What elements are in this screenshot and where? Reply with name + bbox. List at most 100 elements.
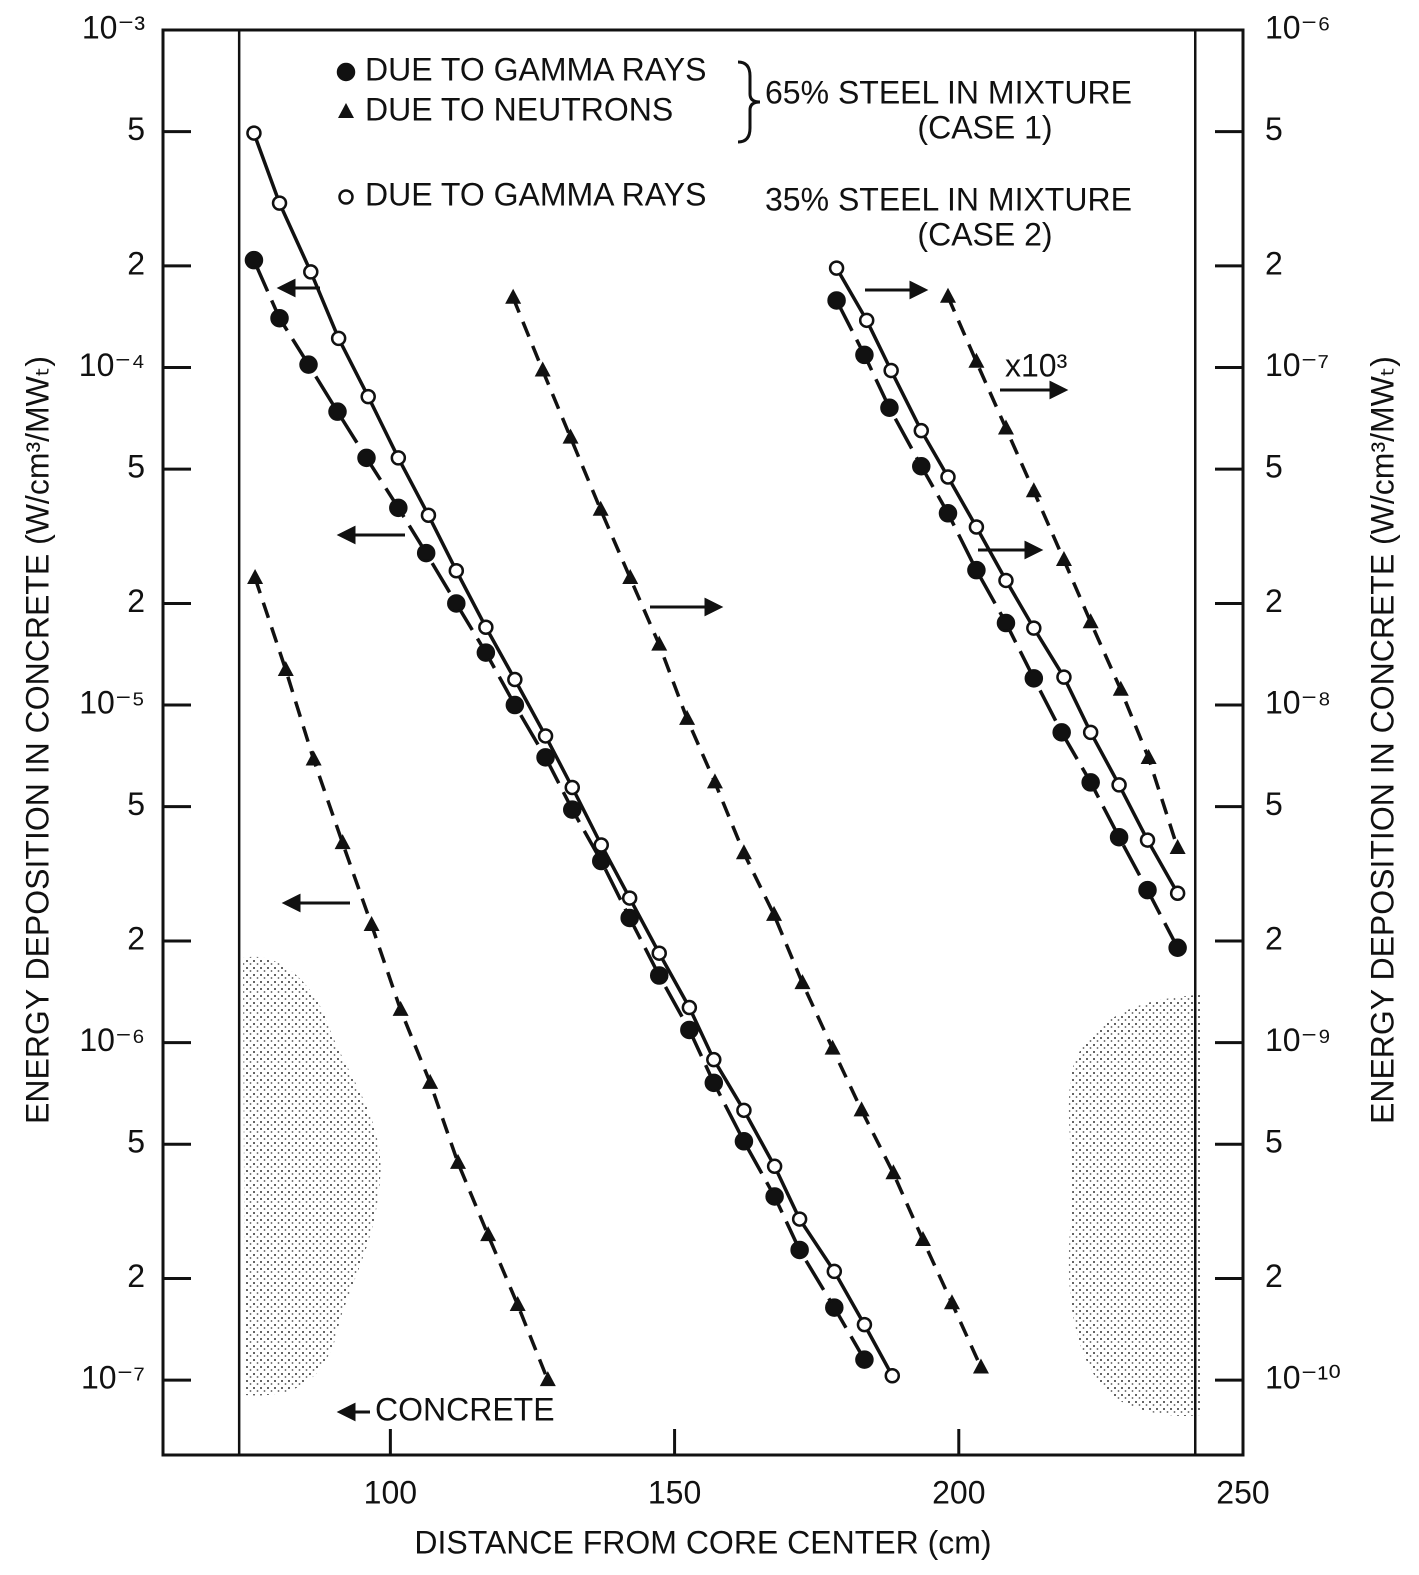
marker-triangle [853,1101,870,1117]
annotation: CONCRETE [375,1391,555,1427]
y-tick-label: 2 [127,583,145,619]
marker-open-circle [593,837,610,853]
marker-triangle [480,1226,497,1242]
y2-tick-label: 5 [1265,111,1283,147]
marker-open-circle [537,728,554,744]
x-tick-label: 100 [364,1474,417,1510]
legend-marker [338,103,354,118]
marker-filled-circle [827,291,846,310]
marker-triangle [735,844,752,860]
marker-triangle [885,1164,902,1180]
marker-triangle [392,1000,409,1016]
y2-tick-label: 5 [1265,449,1283,485]
legend-marker [336,62,356,82]
marker-filled-circle [505,695,525,715]
marker-open-circle [998,572,1014,589]
marker-open-circle [651,945,667,961]
marker-triangle [422,1073,439,1089]
marker-filled-circle [967,560,986,580]
marker-triangle [622,568,639,584]
marker-triangle [1140,748,1157,764]
legend-label: DUE TO GAMMA RAYS [365,51,706,87]
marker-filled-circle [416,543,436,563]
marker-open-circle [246,125,262,141]
marker-triangle [914,1231,931,1247]
legend-brace [737,60,761,144]
marker-triangle [766,905,783,921]
marker-triangle [1082,613,1099,629]
marker-filled-circle [704,1073,724,1093]
marker-triangle [334,834,351,850]
y2-tick-label: 10⁻⁸ [1265,685,1331,721]
y2-tick-label: 10⁻⁶ [1265,9,1331,45]
y-tick-label: 2 [127,245,145,281]
marker-open-circle [478,619,494,636]
marker-filled-circle [270,308,289,328]
marker-triangle [794,974,811,990]
legend-group: (CASE 2) [917,216,1052,252]
marker-open-circle [564,779,581,796]
marker-filled-circle [649,966,669,985]
y-tick-label: 10⁻⁴ [79,347,145,383]
marker-open-circle [858,312,875,329]
marker-open-circle [766,1158,783,1175]
marker-filled-circle [563,800,582,819]
y-tick-label: 5 [127,786,145,822]
concrete-region [243,956,381,1396]
arrow [336,1402,370,1422]
marker-filled-circle [389,498,408,518]
arrow [650,597,724,617]
marker-triangle [706,773,723,789]
marker-open-circle [1111,777,1127,793]
marker-triangle [651,635,668,651]
series-line [252,259,866,1361]
y-axis-label: ENERGY DEPOSITION IN CONCRETE (W/cm³/MWₜ… [19,356,55,1124]
legend-label: DUE TO GAMMA RAYS [365,176,706,212]
marker-filled-circle [938,504,958,523]
y2-tick-label: 10⁻⁷ [1265,347,1329,383]
marker-open-circle [360,388,376,405]
marker-triangle [824,1039,841,1055]
marker-open-circle [883,362,899,379]
marker-filled-circle [880,398,899,418]
marker-triangle [592,500,609,516]
concrete-region [1068,995,1200,1416]
marker-filled-circle [912,456,931,476]
y-tick-label: 5 [127,111,145,147]
arrow [1000,380,1069,400]
marker-open-circle [940,469,956,485]
marker-filled-circle [476,643,496,662]
marker-open-circle [968,519,985,535]
marker-filled-circle [1138,880,1157,900]
marker-triangle [363,916,380,932]
marker-open-circle [420,507,437,524]
x-tick-label: 200 [932,1474,985,1510]
marker-triangle [1025,482,1042,498]
marker-triangle [968,352,985,368]
marker-triangle [509,1295,526,1311]
marker-open-circle [507,671,523,688]
annotation: x10³ [1005,347,1068,383]
y2-tick-label: 10⁻⁹ [1265,1022,1331,1058]
marker-open-circle [448,562,465,579]
marker-filled-circle [1024,669,1044,688]
legend-group: 65% STEEL IN MIXTURE [765,74,1132,110]
marker-filled-circle [1109,827,1129,847]
marker-open-circle [826,1263,843,1280]
arrow [281,893,350,913]
y2-tick-label: 10⁻¹⁰ [1265,1360,1341,1396]
y-tick-label: 2 [127,920,145,956]
marker-open-circle [1082,724,1099,741]
marker-triangle [1169,839,1186,855]
y-tick-label: 2 [127,1258,145,1294]
y-tick-label: 10⁻⁶ [79,1022,145,1058]
marker-open-circle [856,1316,873,1333]
marker-filled-circle [734,1132,754,1151]
legend-group: (CASE 1) [917,109,1052,145]
y-tick-label: 10⁻⁵ [79,685,145,721]
marker-filled-circle [328,402,347,421]
marker-filled-circle [996,613,1016,633]
marker-open-circle [828,260,845,276]
marker-triangle [539,1371,556,1387]
marker-open-circle [884,1368,901,1384]
